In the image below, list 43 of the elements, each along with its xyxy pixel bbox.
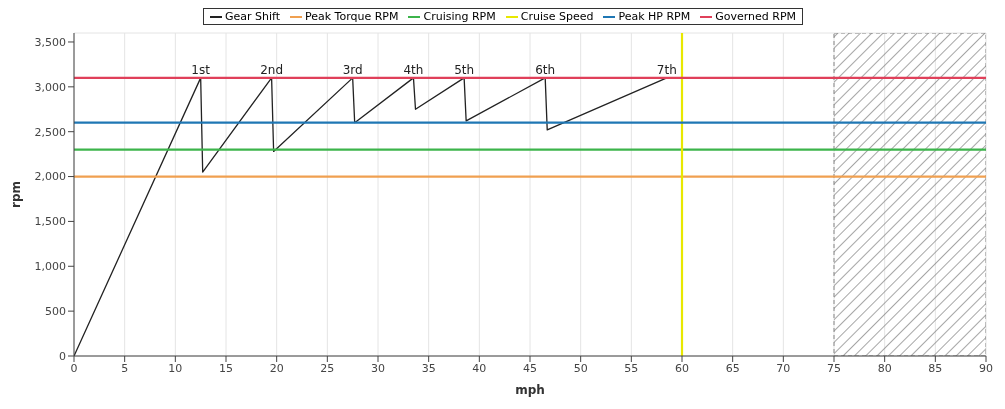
x-tick-label: 35 xyxy=(421,361,436,375)
legend-label: Peak Torque RPM xyxy=(303,10,399,23)
y-axis-title: rpm xyxy=(9,180,24,209)
x-tick-label: 30 xyxy=(371,361,385,375)
x-tick-label: 55 xyxy=(624,361,639,375)
x-tick-label: 10 xyxy=(168,361,183,375)
x-tick-label: 75 xyxy=(827,361,841,375)
x-tick-label: 90 xyxy=(979,361,993,375)
y-tick-label: 1,000 xyxy=(34,260,66,274)
y-tick-label: 2,500 xyxy=(34,125,66,139)
annotation: 7th xyxy=(656,62,677,77)
y-tick-label: 3,500 xyxy=(34,35,66,49)
legend-label: Cruising RPM xyxy=(422,10,496,23)
annotation: 5th xyxy=(454,62,475,77)
y-tick-label: 500 xyxy=(45,305,66,319)
legend-label: Gear Shift xyxy=(223,10,280,23)
x-tick-label: 80 xyxy=(877,361,892,375)
x-tick-label: 45 xyxy=(523,361,537,375)
annotation: 4th xyxy=(403,62,424,77)
legend-label: Peak HP RPM xyxy=(617,10,691,23)
annotation: 1st xyxy=(191,62,211,77)
x-tick-label: 65 xyxy=(725,361,740,375)
x-tick-label: 85 xyxy=(928,361,943,375)
x-tick-label: 40 xyxy=(472,361,487,375)
y-tick-label: 3,000 xyxy=(34,80,66,94)
x-tick-label: 25 xyxy=(320,361,335,375)
x-tick-label: 60 xyxy=(675,361,689,375)
annotation: 6th xyxy=(535,62,556,77)
y-tick-label: 2,000 xyxy=(34,170,66,184)
line-series xyxy=(74,77,668,356)
annotation: 2nd xyxy=(260,62,284,77)
y-tick-label: 0 xyxy=(59,349,66,363)
annotation: 3rd xyxy=(342,62,363,77)
legend-label: Cruise Speed xyxy=(519,10,594,23)
x-tick-label: 15 xyxy=(219,361,233,375)
x-tick-label: 0 xyxy=(70,361,78,375)
x-tick-label: 5 xyxy=(121,361,129,375)
legend-label: Governed RPM xyxy=(714,10,797,23)
y-tick-label: 1,500 xyxy=(34,215,66,229)
x-axis-title: mph xyxy=(515,383,545,397)
x-tick-label: 20 xyxy=(269,361,284,375)
x-tick-label: 50 xyxy=(573,361,588,375)
x-tick-label: 70 xyxy=(776,361,791,375)
